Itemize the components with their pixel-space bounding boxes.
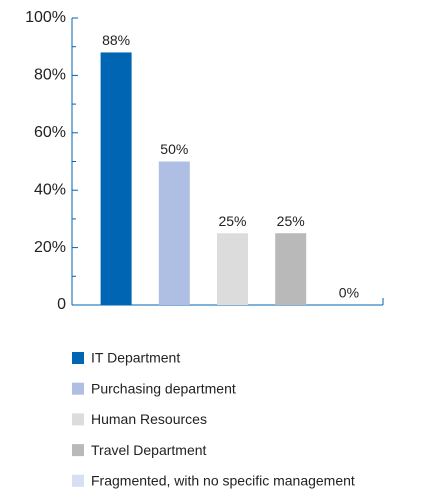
y-tick-label: 40% [34, 181, 66, 198]
bar [158, 161, 190, 305]
value-label: 50% [160, 141, 188, 157]
value-label: 25% [218, 213, 246, 229]
legend-label: Human Resources [91, 411, 207, 427]
legend-swatch [72, 474, 84, 487]
y-tick-label: 100% [25, 9, 66, 26]
bar [217, 233, 248, 305]
y-tick-label: 80% [34, 67, 66, 84]
bar [100, 52, 132, 305]
y-tick-label: 0 [57, 296, 66, 313]
legend-swatch [72, 382, 84, 395]
y-tick-label: 20% [34, 239, 66, 256]
bar [275, 233, 307, 305]
value-label: 88% [102, 32, 130, 48]
legend-swatch [72, 352, 84, 364]
legend-label: IT Department [91, 350, 180, 366]
value-label: 0% [339, 285, 359, 301]
legend-swatch [72, 413, 84, 426]
y-tick-label: 60% [34, 124, 66, 141]
legend-swatch [72, 444, 84, 457]
legend-label: Purchasing department [91, 380, 236, 396]
legend-label: Travel Department [91, 442, 207, 458]
legend-label: Fragmented, with no specific management [91, 473, 355, 489]
value-label: 25% [277, 213, 305, 229]
